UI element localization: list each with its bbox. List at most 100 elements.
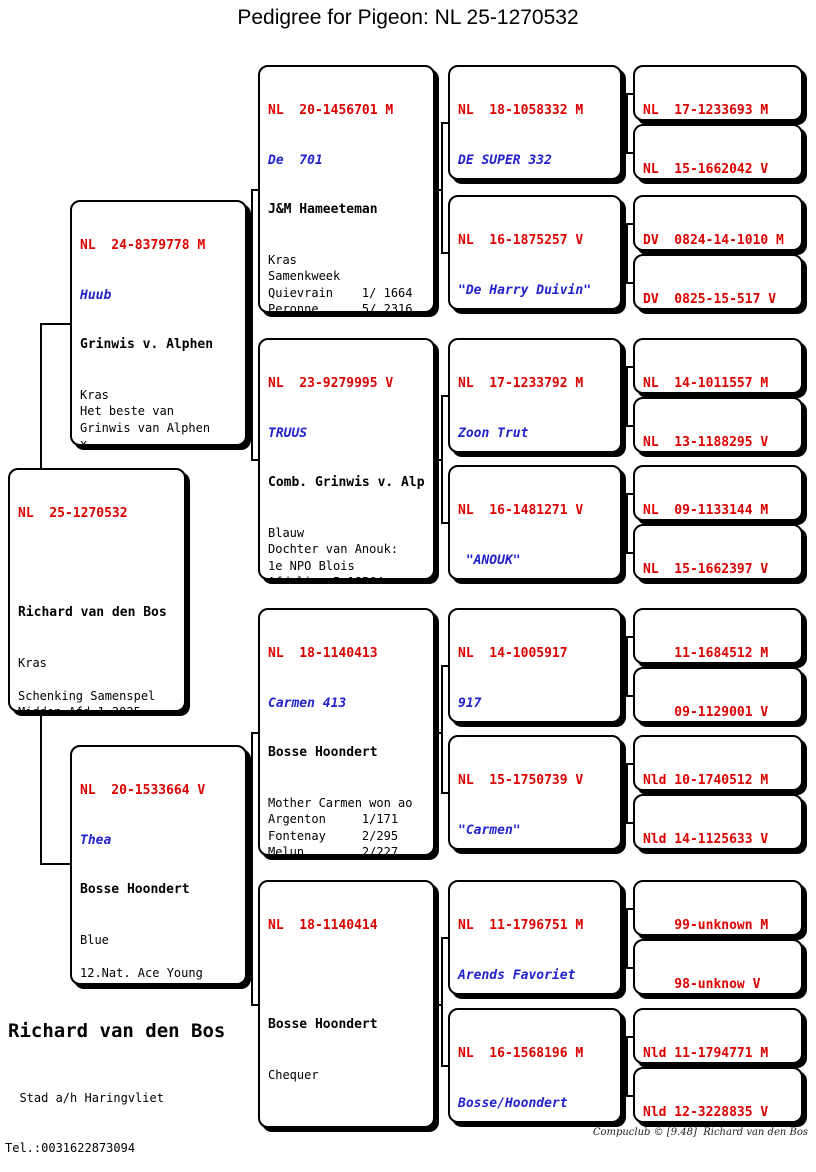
detail-line: x bbox=[80, 437, 88, 446]
connector-line bbox=[620, 522, 628, 524]
connector-line bbox=[626, 93, 635, 95]
pedigree-box-gg4: NL 16-1481271 V "ANOUK" Comb. Grinwis v.… bbox=[448, 465, 622, 580]
owner-name: Richard van den Bos bbox=[18, 605, 167, 620]
detail-line: Blauw bbox=[268, 525, 305, 540]
pedigree-box-ggg5: NL 14-1011557 M k1z Super Mario Comb Gri… bbox=[633, 338, 803, 394]
connector-line bbox=[626, 1095, 635, 1097]
pedigree-box-subject: NL 25-1270532 Richard van den Bos Kras Sc… bbox=[8, 468, 186, 712]
ring-number: NL 15-1750739 V bbox=[458, 773, 584, 788]
ring-number: 98-unknow V bbox=[643, 977, 761, 992]
detail-line: Argenton 1/171 bbox=[268, 812, 399, 826]
connector-line bbox=[441, 937, 443, 1067]
detail-line: Quievrain 1/ 1664 bbox=[268, 285, 413, 300]
connector-line bbox=[441, 122, 450, 124]
detail-line: Chequer bbox=[268, 1067, 319, 1082]
owner-name: Bosse Hoondert bbox=[80, 882, 190, 897]
detail-line: Fontenay 2/295 bbox=[268, 828, 399, 843]
connector-line bbox=[626, 282, 635, 284]
connector-line bbox=[620, 792, 628, 794]
pedigree-box-ggg6: NL 13-1188295 V de Trut Comb. Grinwis v.… bbox=[633, 397, 803, 453]
connector-line bbox=[441, 122, 443, 254]
owner-name: Bosse Hoondert bbox=[268, 1017, 378, 1032]
ring-number: 11-1684512 M bbox=[643, 646, 769, 661]
pedigree-box-ggg13: 99-unknown M Jan Ouwerkerk Jan Ouwerkerk bbox=[633, 880, 803, 936]
detail-line: Grinwis van Alphen bbox=[80, 420, 211, 435]
pigeon-name: "De Harry Duivin" bbox=[458, 282, 592, 298]
detail-line bbox=[80, 948, 241, 965]
connector-line bbox=[626, 822, 635, 824]
pigeon-details: Chequer bbox=[268, 1067, 429, 1084]
pedigree-box-ggg2: NL 15-1662042 V SILVANA Comb. Grinwis v.… bbox=[633, 124, 803, 180]
connector-line bbox=[441, 1065, 450, 1067]
pigeon-name: 917 bbox=[458, 695, 482, 711]
ring-number: NL 16-1568196 M bbox=[458, 1046, 584, 1061]
owner-name: Grinwis v. Alphen bbox=[80, 337, 214, 352]
connector-line bbox=[251, 732, 260, 734]
connector-line bbox=[626, 366, 635, 368]
connector-line bbox=[245, 323, 253, 325]
connector-line bbox=[433, 732, 443, 734]
detail-line: Afdeling 5 18564 bbox=[268, 574, 429, 578]
pedigree-box-g2: NL 23-9279995 V TRUUS Comb. Grinwis v. A… bbox=[258, 338, 435, 580]
pigeon-name: "ANOUK" bbox=[458, 552, 521, 568]
detail-line: Midden Afd 1 2025 bbox=[18, 705, 141, 712]
detail-line: Kras bbox=[18, 655, 47, 670]
software-credit: Compuclub © [9.48] Richard van den Bos bbox=[592, 1127, 808, 1138]
pigeon-details: Blauw Dochter van Anouk: 1e NPO BloisAfdel… bbox=[268, 525, 429, 579]
connector-line bbox=[441, 665, 443, 794]
ring-number: NL 17-1233792 M bbox=[458, 376, 584, 391]
pigeon-name bbox=[268, 968, 429, 985]
publisher-contact: Stad a/h Haringvliet Tel.:0031622873094 … bbox=[5, 1057, 186, 1172]
connector-line bbox=[626, 93, 628, 154]
pigeon-details: Kras Samenkweek Quievrain 1/ 1664 Peronne 5… bbox=[268, 252, 429, 313]
ring-number: NL 18-1140413 bbox=[268, 646, 378, 661]
ring-number: NL 14-1005917 bbox=[458, 646, 568, 661]
ring-number: Nld 11-1794771 M bbox=[643, 1046, 769, 1061]
ring-number: NL 25-1270532 bbox=[18, 506, 128, 521]
ring-number: NL 24-8379778 M bbox=[80, 238, 206, 253]
connector-line bbox=[433, 189, 443, 191]
connector-line bbox=[620, 252, 628, 254]
connector-line bbox=[626, 908, 635, 910]
pedigree-box-ggg4: DV 0825-15-517 V SUPER INBED HARRY Jan H… bbox=[633, 254, 803, 310]
detail-line: Birds PIPA RANKING bbox=[80, 981, 241, 983]
pigeon-name bbox=[18, 556, 180, 573]
connector-line bbox=[626, 763, 628, 824]
pedigree-box-gg8: NL 16-1568196 M Bosse/Hoondert Comb.R.& … bbox=[448, 1008, 622, 1123]
publisher-address: Stad a/h Haringvliet bbox=[5, 1091, 164, 1105]
connector-line bbox=[441, 252, 450, 254]
detail-line: 12.Nat. Ace Young bbox=[80, 965, 203, 980]
pedigree-box-ggg11: Nld 10-1740512 M "Lucky 512" Comb.R.& L … bbox=[633, 735, 803, 791]
connector-line bbox=[620, 122, 628, 124]
pedigree-box-father: NL 24-8379778 M Huub Grinwis v. Alphen K… bbox=[70, 200, 247, 446]
connector-line bbox=[620, 1064, 628, 1066]
pedigree-box-gg5: NL 14-1005917 917 Danny v.d. Vrede BontK… bbox=[448, 608, 622, 723]
connector-line bbox=[620, 665, 628, 667]
connector-line bbox=[441, 395, 450, 397]
pedigree-box-ggg8: NL 15-1662397 V Moeder ANOUK Comb. Grinw… bbox=[633, 524, 803, 580]
connector-line bbox=[40, 863, 72, 865]
ring-number: Nld 10-1740512 M bbox=[643, 773, 769, 788]
pedigree-box-ggg14: 98-unknow V Jan Ouwerkerk bbox=[633, 939, 803, 995]
detail-line: Peronne 5/ 2316 bbox=[268, 302, 413, 313]
connector-line bbox=[626, 763, 635, 765]
connector-line bbox=[626, 908, 628, 969]
connector-line bbox=[626, 636, 628, 697]
pigeon-details: Kras Schenking Samenspel Midden Afd 1 2025 bbox=[18, 655, 180, 712]
connector-line bbox=[626, 223, 635, 225]
connector-line bbox=[626, 493, 628, 554]
ring-number: Nld 14-1125633 V bbox=[643, 832, 769, 847]
detail-line: Melun 2/227 bbox=[268, 845, 399, 856]
pigeon-name: TRUUS bbox=[268, 425, 308, 441]
detail-line: 1e NPO Blois bbox=[268, 558, 355, 573]
connector-line bbox=[626, 493, 635, 495]
connector-line bbox=[441, 522, 450, 524]
detail-line: Kras bbox=[268, 252, 297, 267]
ring-number: NL 18-1058332 M bbox=[458, 103, 584, 118]
pedigree-box-gg3: NL 17-1233792 M Zoon Trut Comb. Grinwis … bbox=[448, 338, 622, 453]
connector-line bbox=[441, 792, 450, 794]
ring-number: NL 20-1456701 M bbox=[268, 103, 394, 118]
connector-line bbox=[433, 1004, 443, 1006]
